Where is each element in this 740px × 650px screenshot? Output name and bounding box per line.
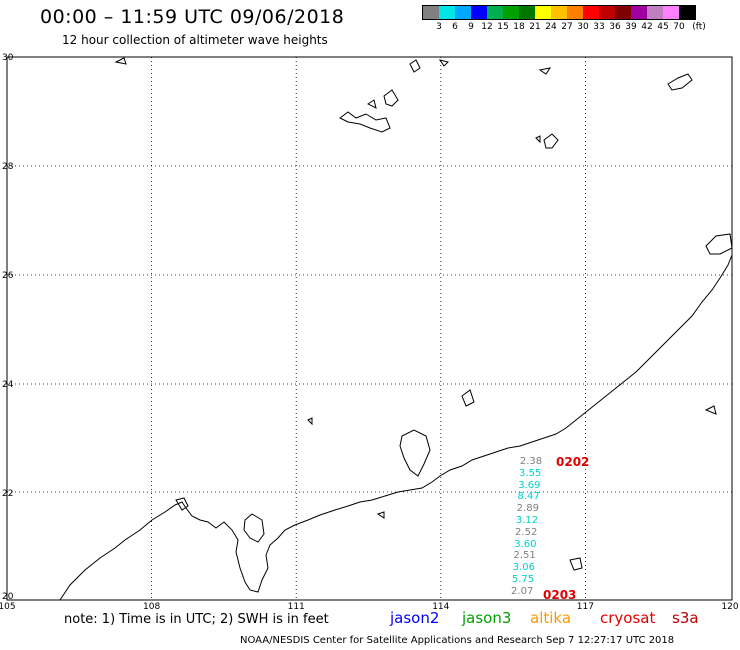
scale-color-box [455,6,471,19]
scale-tick-label: 15 [497,22,509,32]
color-scale-boxes [422,5,696,20]
scale-color-box [647,6,663,19]
satellite-legend-item: cryosat [600,609,656,627]
credit-footer: NOAA/NESDIS Center for Satellite Applica… [240,635,675,646]
scale-color-box [583,6,599,19]
map-title: 00:00 – 11:59 UTC 09/06/2018 [40,6,345,28]
scale-tick-label: 18 [513,22,525,32]
scale-tick-label: 30 [577,22,589,32]
scale-color-box [631,6,647,19]
scale-tick-label: (ft) [692,22,706,32]
swh-observation: 2.89 [516,503,539,515]
scale-tick-label: 6 [452,22,458,32]
longitude-label: 114 [432,602,450,612]
scale-color-box [471,6,487,19]
scale-color-box [423,6,439,19]
satellite-legend-item: jason3 [462,609,512,627]
scale-color-box [519,6,535,19]
scale-color-box [615,6,631,19]
satellite-legend-item: jason2 [390,609,440,627]
map-subtitle: 12 hour collection of altimeter wave hei… [62,33,328,47]
pass-end-label: 0203 [543,588,577,602]
units-note: note: 1) Time is in UTC; 2) SWH is in fe… [64,612,329,627]
latitude-label: 28 [2,162,14,172]
latitude-label: 24 [2,380,14,390]
scale-color-box [535,6,551,19]
scale-tick-label: 45 [657,22,669,32]
latitude-label: 20 [2,592,14,602]
satellite-legend-item: s3a [672,609,699,627]
swh-observation: 2.38 [519,456,543,467]
latitude-label: 26 [2,271,14,281]
latitude-label: 22 [2,489,14,499]
swh-observation: 2.51 [513,550,536,562]
scale-tick-label: 70 [673,22,685,32]
graticule [7,57,732,600]
scale-tick-label: 36 [609,22,621,32]
scale-tick-label: 42 [641,22,653,32]
pass-start-label: 0202 [556,455,590,469]
scale-tick-label: 27 [561,22,573,32]
latitude-label: 30 [2,53,14,63]
scale-tick-label: 12 [481,22,493,32]
longitude-label: 108 [143,602,161,612]
scale-tick-label: 24 [545,22,557,32]
satellite-legend-item: altika [530,609,572,627]
scale-color-box [439,6,455,19]
color-scale-labels: 3 6 9 12 15 18 21 24 27 30 33 36 39 42 45 70 (ft) [422,22,732,34]
longitude-label: 120 [721,602,739,612]
swh-observation: 2.07 [511,585,534,597]
swh-observation: 8.47 [517,491,540,503]
scale-tick-label: 33 [593,22,605,32]
map-frame [6,56,733,601]
scale-color-box [567,6,583,19]
scale-color-box [599,6,615,19]
swh-observation: 3.55 [519,467,542,479]
scale-color-box [679,6,695,19]
swh-observation: 2.52 [515,526,538,538]
swh-observation: 3.69 [518,479,541,491]
longitude-label: 111 [287,602,305,612]
map-canvas [6,56,733,601]
swh-observation: 3.60 [514,538,537,550]
wave-height-color-scale: 3 6 9 12 15 18 21 24 27 30 33 36 39 42 45 70 (ft) [422,5,706,32]
scale-color-box [663,6,679,19]
scale-color-box [503,6,519,19]
scale-color-box [551,6,567,19]
swh-observation: 3.06 [512,562,535,574]
scale-tick-label: 9 [468,22,474,32]
longitude-label: 105 [0,602,16,612]
map-panel [6,56,733,601]
scale-color-box [487,6,503,19]
longitude-label: 117 [576,602,594,612]
coastline [59,57,733,601]
scale-tick-label: 3 [436,22,442,32]
scale-tick-label: 39 [625,22,637,32]
swh-observation: 5.75 [511,574,535,585]
swh-observation: 3.12 [515,515,539,526]
scale-tick-label: 21 [529,22,541,32]
